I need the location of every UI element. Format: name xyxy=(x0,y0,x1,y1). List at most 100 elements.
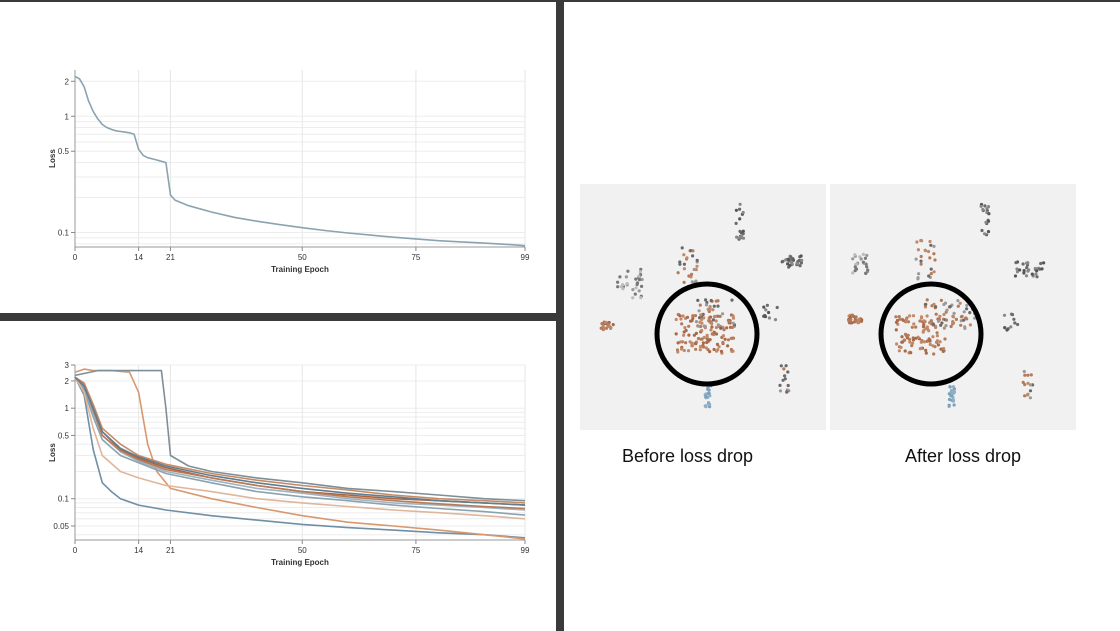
scatter-point xyxy=(631,296,635,300)
scatter-point xyxy=(908,314,912,318)
scatter-point xyxy=(1027,268,1031,272)
x-tick-label: 50 xyxy=(298,253,307,262)
scatter-point xyxy=(702,335,706,340)
scatter-point xyxy=(968,323,972,327)
scatter-point xyxy=(616,285,620,289)
scatter-point xyxy=(923,248,927,252)
scatter-point xyxy=(915,240,919,244)
scatter-point xyxy=(931,322,935,326)
scatter-point xyxy=(932,252,936,256)
scatter-point xyxy=(676,350,680,354)
scatter-point xyxy=(721,312,725,316)
scatter-point xyxy=(738,217,742,221)
y-axis-label: Loss xyxy=(48,443,57,462)
x-tick-label: 14 xyxy=(134,253,143,262)
scatter-point xyxy=(634,286,638,290)
scatter-point xyxy=(866,268,870,272)
scatter-point xyxy=(765,303,769,307)
scatter-point xyxy=(731,336,736,340)
scatter-point xyxy=(956,299,960,303)
scatter-point xyxy=(783,374,787,378)
scatter-point xyxy=(782,367,786,371)
scatter-point xyxy=(911,314,916,318)
scatter-point xyxy=(707,339,711,343)
scatter-point xyxy=(689,319,693,323)
scatter-point xyxy=(779,364,783,368)
y-tick-label: 0.5 xyxy=(58,431,70,440)
scatter-point xyxy=(1025,266,1029,270)
scatter-point xyxy=(799,261,803,265)
scatter-point xyxy=(701,341,705,345)
scatter-point xyxy=(685,315,690,319)
scatter-point xyxy=(960,314,964,318)
scatter-point xyxy=(624,275,628,279)
y-axis-label: Loss xyxy=(48,149,57,168)
scatter-point xyxy=(679,317,683,321)
scatter-point xyxy=(933,258,937,262)
scatter-point xyxy=(694,347,698,351)
scatter-point xyxy=(680,322,684,326)
scatter-point xyxy=(923,305,928,309)
scatter-point xyxy=(919,262,923,266)
scatter-point xyxy=(762,305,766,309)
scatter-point xyxy=(714,314,718,318)
scatter-point xyxy=(741,210,745,215)
scatter-point xyxy=(1028,396,1032,400)
scatter-point xyxy=(714,325,718,330)
loss-chart-single-svg: 0.1 0.5 1 2 0 14 21 50 75 99 Training Epoch Loss xyxy=(48,70,530,274)
divider-horizontal xyxy=(0,313,556,321)
scatter-point xyxy=(682,253,686,257)
scatter-point xyxy=(924,351,928,355)
scatter-point xyxy=(941,349,945,353)
scatter-point xyxy=(691,249,695,253)
scatter-point xyxy=(697,324,701,328)
scatter-point xyxy=(958,301,962,305)
scatter-point xyxy=(927,274,931,278)
scatter-point xyxy=(956,304,960,308)
scatter-point xyxy=(730,298,734,302)
scatter-point xyxy=(1023,383,1027,387)
tsne-after-svg xyxy=(847,202,1046,409)
scatter-point xyxy=(857,317,861,321)
scatter-point xyxy=(710,325,714,329)
scatter-point xyxy=(698,320,702,324)
scatter-point xyxy=(939,323,943,327)
scatter-point xyxy=(850,313,855,317)
scatter-point xyxy=(704,346,708,350)
scatter-point xyxy=(945,308,949,312)
scatter-point xyxy=(948,305,952,309)
scatter-point xyxy=(899,345,903,349)
scatter-point xyxy=(709,328,713,332)
scatter-point xyxy=(694,342,698,346)
scatter-point xyxy=(785,390,789,394)
tsne-before-svg xyxy=(599,202,804,409)
scatter-point xyxy=(860,318,864,322)
scatter-point xyxy=(851,257,855,261)
scatter-point xyxy=(897,315,901,319)
scatter-point xyxy=(1023,373,1027,377)
scatter-point xyxy=(781,259,785,263)
scatter-point xyxy=(964,316,968,320)
scatter-point xyxy=(854,315,858,319)
y-tick-label: 1 xyxy=(65,404,70,413)
scatter-point xyxy=(682,333,686,337)
scatter-point xyxy=(925,298,929,302)
scatter-point xyxy=(790,261,794,265)
scatter-point xyxy=(725,326,729,330)
scatter-point xyxy=(700,328,704,333)
scatter-point xyxy=(865,253,869,257)
scatter-point xyxy=(718,314,722,318)
scatter-point xyxy=(850,321,854,325)
scatter-point xyxy=(1022,269,1026,273)
scatter-point xyxy=(723,337,727,341)
scatter-point xyxy=(716,304,720,308)
scatter-point xyxy=(734,221,738,225)
y-tick-label: 0.05 xyxy=(53,522,69,531)
scatter-point xyxy=(735,235,739,239)
loss-chart-multi: 0.05 0.1 0.5 1 2 3 0 14 21 50 75 99 Training Epoch Lo… xyxy=(0,321,556,631)
scatter-point xyxy=(674,317,678,322)
scatter-point xyxy=(951,385,955,389)
scatter-point xyxy=(947,397,952,402)
scatter-point xyxy=(687,324,691,328)
scatter-point xyxy=(936,343,940,347)
